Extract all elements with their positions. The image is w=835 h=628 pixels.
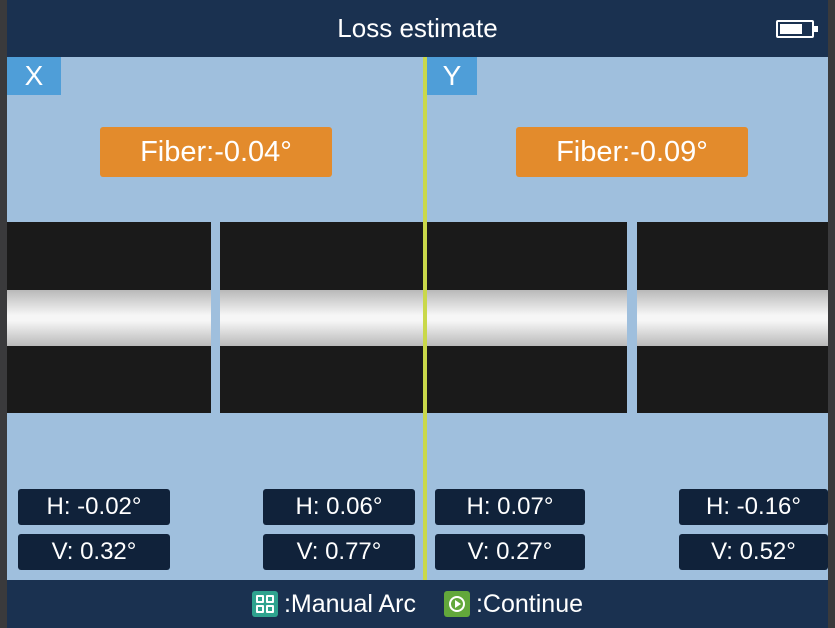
x-right-h-readout: H: 0.06°: [263, 489, 415, 525]
page-title: Loss estimate: [337, 13, 497, 44]
key-hint-bar: :Manual Arc :Continue: [7, 580, 828, 628]
manual-arc-hint[interactable]: :Manual Arc: [252, 590, 416, 619]
title-bar: Loss estimate: [7, 0, 828, 57]
y-right-h-readout: H: -0.16°: [679, 489, 828, 525]
play-circle-icon: [444, 591, 470, 617]
screen-frame: Loss estimate X Fiber:-0.04° Y Fiber:-0.…: [7, 0, 828, 628]
fiber-camera-view: X Fiber:-0.04° Y Fiber:-0.09° H: -0.02° …: [7, 57, 828, 580]
manual-arc-label: :Manual Arc: [284, 590, 416, 619]
x-right-v-readout: V: 0.77°: [263, 534, 415, 570]
battery-icon: [776, 20, 814, 38]
y-left-v-readout: V: 0.27°: [435, 534, 585, 570]
grid-key-icon: [252, 591, 278, 617]
continue-label: :Continue: [476, 590, 583, 619]
x-view-label: X: [7, 57, 61, 95]
y-right-v-readout: V: 0.52°: [679, 534, 828, 570]
x-left-fiber-core: [7, 290, 211, 346]
y-left-fiber-core: [427, 290, 627, 346]
y-fiber-angle-badge: Fiber:-0.09°: [516, 127, 748, 177]
x-left-h-readout: H: -0.02°: [18, 489, 170, 525]
y-view-label: Y: [427, 57, 477, 95]
y-left-h-readout: H: 0.07°: [435, 489, 585, 525]
x-left-v-readout: V: 0.32°: [18, 534, 170, 570]
view-divider: [423, 57, 427, 580]
y-right-fiber-core: [637, 290, 828, 346]
continue-hint[interactable]: :Continue: [444, 590, 583, 619]
x-right-fiber-core: [220, 290, 423, 346]
x-fiber-angle-badge: Fiber:-0.04°: [100, 127, 332, 177]
